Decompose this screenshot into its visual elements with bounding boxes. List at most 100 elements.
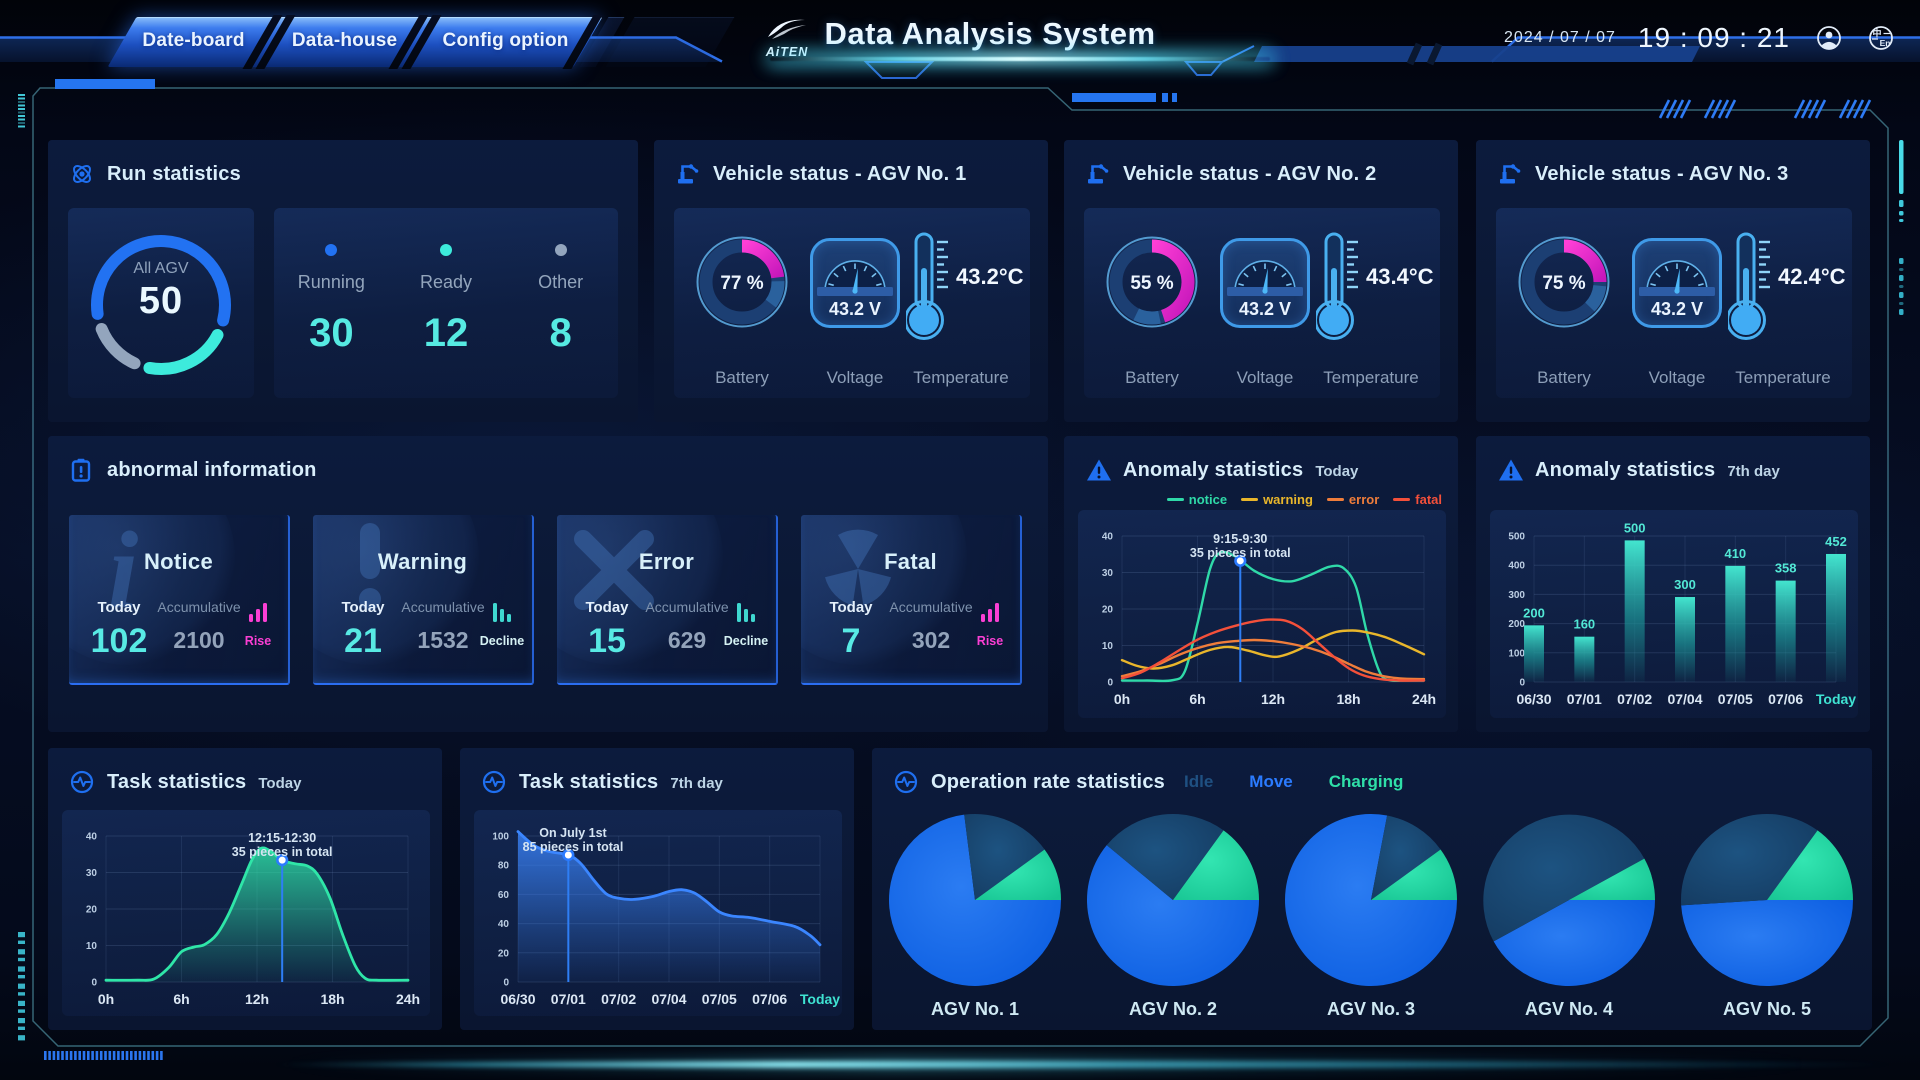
svg-text:452: 452 — [1825, 534, 1847, 549]
svg-text:0h: 0h — [1114, 691, 1130, 707]
svg-text:07/04: 07/04 — [1667, 691, 1702, 707]
card-subtitle: 7th day — [670, 775, 723, 792]
pie-label: AGV No. 1 — [930, 999, 1019, 1019]
legend-item-idle[interactable]: Idle — [1184, 772, 1214, 791]
tile-today: Today 7 — [829, 599, 873, 660]
tile-today: Today 102 — [90, 599, 148, 660]
legend-item-notice[interactable]: notice — [1166, 492, 1227, 507]
stat-other: Other 8 — [503, 208, 618, 398]
stat-label: Ready — [419, 272, 473, 292]
svg-text:40: 40 — [1102, 532, 1114, 543]
tab-label: Data-house — [291, 30, 398, 51]
svg-text:300: 300 — [1674, 577, 1696, 592]
voltage-gauge-dial — [1639, 260, 1715, 296]
voltage-label: Voltage — [826, 368, 884, 387]
svg-text:07/01: 07/01 — [551, 991, 586, 1007]
anomaly-statistics-icon — [1498, 458, 1523, 482]
header-date: 2024 / 07 / 07 — [1504, 29, 1616, 46]
battery-label: Battery — [715, 368, 769, 387]
svg-text:24h: 24h — [396, 991, 420, 1007]
svg-text:中: 中 — [1872, 28, 1881, 39]
tile-today: Today 21 — [341, 599, 385, 660]
svg-text:85 pieces in total: 85 pieces in total — [523, 840, 624, 854]
svg-text:160: 160 — [1573, 617, 1595, 632]
language-icon[interactable]: 中 En — [1868, 25, 1894, 51]
voltage-gauge-dial — [1227, 260, 1303, 296]
battery-ring: 75 % — [1518, 236, 1610, 328]
legend-item-error[interactable]: error — [1326, 492, 1379, 507]
svg-text:07/05: 07/05 — [1718, 691, 1753, 707]
tile-trend: Decline — [479, 603, 525, 648]
svg-text:i: i — [108, 521, 139, 617]
trend-bars-icon — [981, 603, 999, 622]
svg-text:20: 20 — [86, 905, 98, 916]
legend-item-fatal[interactable]: fatal — [1393, 492, 1442, 507]
run-statistics-card: Run statistics All AGV 50 Running 30 Rea… — [48, 140, 638, 422]
pie-chart — [1681, 813, 1853, 986]
svg-text:410: 410 — [1724, 546, 1746, 561]
tile-name: Notice — [143, 549, 214, 574]
svg-text:10: 10 — [86, 941, 98, 952]
svg-text:0: 0 — [91, 978, 97, 989]
tile-today: Today 15 — [585, 599, 629, 660]
chart-panel: 0 10 20 30 40 0h 6h 12h 18h 24h 12:15-12:30 35 piec… — [62, 810, 430, 1016]
abnormal-tile-warning: Warning Today 21 Accumulative 1532 Decline — [313, 515, 534, 685]
svg-text:07/02: 07/02 — [1617, 691, 1652, 707]
svg-text:100: 100 — [492, 832, 509, 843]
svg-text:20: 20 — [498, 948, 510, 959]
svg-text:07/05: 07/05 — [702, 991, 737, 1007]
card-title: Anomaly statistics — [1535, 458, 1716, 481]
tile-trend: Rise — [967, 603, 1013, 648]
pie-chart — [1285, 813, 1457, 986]
running-dot — [325, 244, 338, 256]
svg-text:40: 40 — [498, 919, 510, 930]
chart-legend: notice warning error fatal — [1153, 492, 1442, 507]
legend-item-move[interactable]: Move — [1249, 772, 1293, 791]
anomaly-statistics-week-card: Anomaly statistics 7th day 0 100 200 300 400… — [1476, 436, 1870, 732]
svg-text:400: 400 — [1508, 561, 1525, 572]
temperature-label: Temperature — [1735, 368, 1831, 387]
svg-text:18h: 18h — [320, 991, 344, 1007]
card-subtitle: Today — [258, 775, 302, 792]
svg-text:07/06: 07/06 — [752, 991, 787, 1007]
task-statistics-today-card: Task statistics Today 0 10 20 30 40 0h 6h 12h 18… — [48, 748, 442, 1030]
bottom-glow-core — [270, 1061, 1900, 1068]
title-glow-core — [770, 57, 1270, 61]
trend-label: Rise — [976, 634, 1004, 648]
voltage-label: Voltage — [1648, 368, 1706, 387]
svg-text:0: 0 — [1519, 678, 1525, 689]
user-icon[interactable] — [1816, 25, 1842, 51]
operation-pie-5: AGV No. 5 — [1679, 812, 1855, 1020]
card-title: Run statistics — [107, 162, 241, 185]
legend-item-warning[interactable]: warning — [1241, 492, 1313, 507]
stat-label: Running — [297, 272, 365, 292]
svg-text:55 %: 55 % — [1130, 273, 1173, 294]
svg-text:6h: 6h — [173, 991, 189, 1007]
pie-label: AGV No. 5 — [1722, 999, 1811, 1019]
svg-text:500: 500 — [1508, 532, 1525, 543]
task-statistics-icon — [70, 770, 94, 794]
card-subtitle: 7th day — [1727, 463, 1780, 480]
card-title: Vehicle status - AGV No. 2 — [1123, 162, 1377, 185]
logo-swoosh-icon — [768, 19, 806, 39]
vehicle-icon — [1086, 162, 1110, 186]
vehicle-icon — [676, 162, 700, 186]
clock-area: 2024 / 07 / 07 19 : 09 : 21 中 En — [1504, 22, 1894, 54]
svg-text:30: 30 — [1102, 568, 1114, 579]
card-title: Anomaly statistics — [1123, 458, 1304, 481]
stat-running: Running 30 — [274, 208, 389, 398]
tile-trend: Decline — [723, 603, 769, 648]
legend-swatch — [1393, 498, 1411, 501]
legend-item-charging[interactable]: Charging — [1328, 772, 1404, 791]
svg-text:07/06: 07/06 — [1768, 691, 1803, 707]
svg-text:80: 80 — [498, 861, 510, 872]
agv-donut-panel: All AGV 50 — [68, 208, 254, 398]
stat-value: 12 — [423, 311, 469, 355]
legend-swatch — [1241, 498, 1259, 501]
temperature-label: Temperature — [1323, 368, 1419, 387]
svg-text:20: 20 — [1102, 605, 1114, 616]
agv-total-donut — [91, 235, 231, 375]
anomaly-statistics-icon — [1086, 458, 1111, 482]
